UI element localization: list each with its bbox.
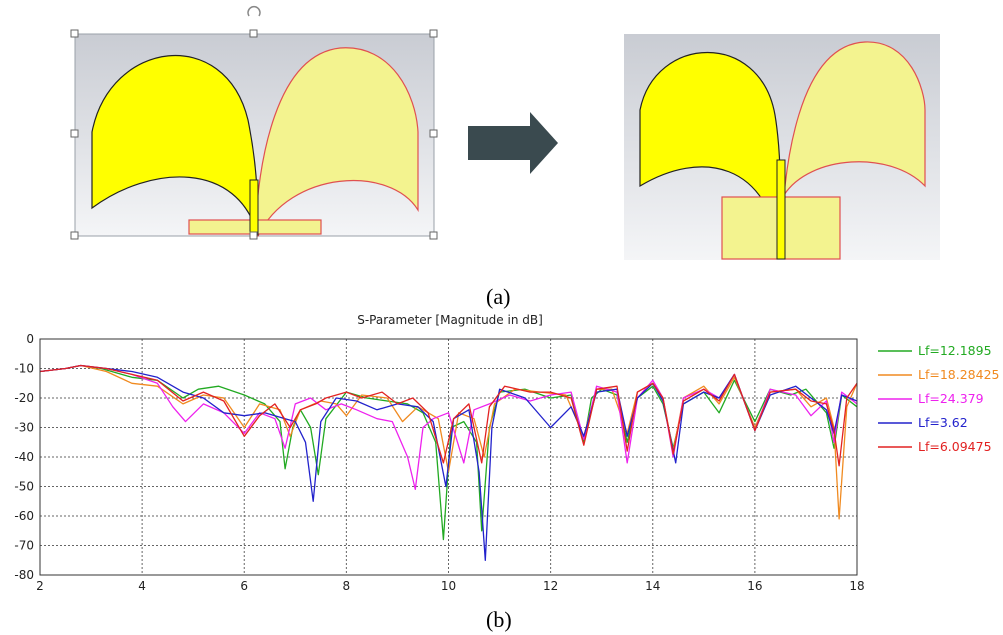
x-tick-label: 12 [543,579,558,593]
rotate-handle-icon [247,6,261,17]
x-tick-label: 6 [240,579,248,593]
x-tick-label: 16 [747,579,762,593]
feed-line [776,159,786,260]
legend-label: Lf=12.1895 [918,343,992,358]
antenna-before-view [70,6,438,240]
caption-b: (b) [486,607,512,632]
x-tick-label: 14 [645,579,660,593]
plot-frame [39,338,858,576]
transform-arrow-icon [468,112,558,174]
antenna-left-petal [91,55,259,237]
antenna-left-petal [639,52,782,259]
legend-label: Lf=18.28425 [918,367,999,382]
x-tick-label: 4 [138,579,146,593]
antenna-diagram-panel [70,6,940,260]
y-tick-label: -60 [14,509,34,523]
selection-handles [70,29,438,240]
series-line [39,364,858,561]
x-tick-label: 10 [441,579,456,593]
y-tick-label: -70 [14,539,34,553]
y-tick-label: -30 [14,421,34,435]
legend-label: Lf=3.62 [918,415,968,430]
antenna-right-petal [780,41,926,259]
y-tick-label: -50 [14,480,34,494]
chart-series [39,364,858,561]
x-tick-label: 18 [849,579,864,593]
x-tick-label: 2 [36,579,44,593]
caption-a: (a) [486,284,511,309]
x-tick-label: 8 [343,579,351,593]
y-tick-label: 0 [26,332,34,346]
y-tick-label: -10 [14,362,34,376]
series-line [39,364,858,467]
antenna-right-petal [254,47,419,237]
s-parameter-chart: S-Parameter [Magnitude in dB] 0 -10 -20 -30… [14,313,999,593]
y-tick-label: -40 [14,450,34,464]
chart-legend: Lf=12.1895 Lf=18.28425 Lf=24.379 Lf=3.62 Lf=… [878,343,999,454]
antenna-after-view [624,34,940,260]
legend-label: Lf=24.379 [918,391,984,406]
y-tick-label: -80 [14,568,34,582]
chart-title: S-Parameter [Magnitude in dB] [357,313,543,327]
y-axis-ticks: 0 -10 -20 -30 -40 -50 -60 -70 -80 [14,332,34,582]
legend-label: Lf=6.09475 [918,439,992,454]
chart-grid [40,339,857,575]
y-tick-label: -20 [14,391,34,405]
x-axis-ticks: 2 4 6 8 10 12 14 16 18 [36,579,864,593]
feed-line [249,179,259,236]
